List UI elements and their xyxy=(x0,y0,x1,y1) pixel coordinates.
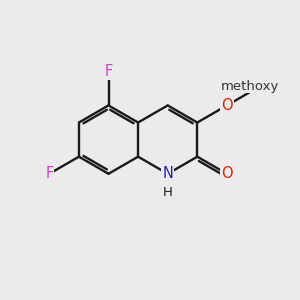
Text: O: O xyxy=(221,98,233,113)
Text: F: F xyxy=(45,166,53,181)
Text: methoxy: methoxy xyxy=(220,80,279,93)
Text: H: H xyxy=(163,186,172,199)
Text: F: F xyxy=(104,64,112,79)
Text: N: N xyxy=(162,166,173,181)
Text: O: O xyxy=(221,166,233,181)
